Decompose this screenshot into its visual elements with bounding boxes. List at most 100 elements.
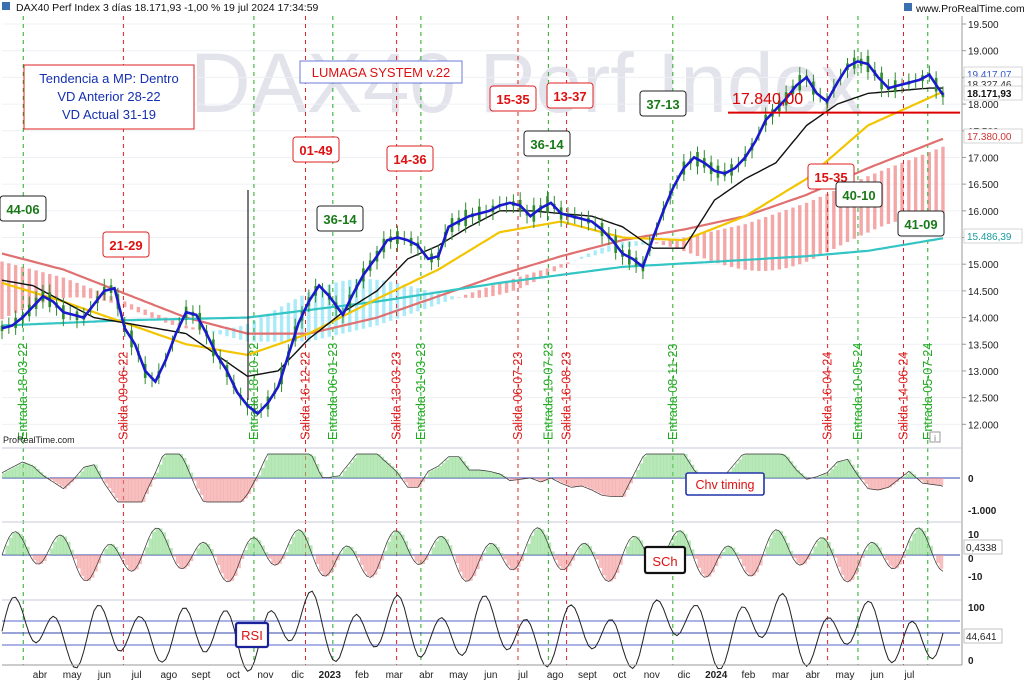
chv-timing-fill xyxy=(919,478,923,481)
chv-timing-fill xyxy=(206,478,211,502)
chv-timing-fill xyxy=(59,478,64,487)
sch-fill xyxy=(66,541,71,555)
signal-label: Entrada 06-01-23 xyxy=(326,343,340,440)
sch-fill xyxy=(796,555,801,564)
chv-timing-fill xyxy=(888,478,893,488)
chv-timing-fill xyxy=(63,478,68,489)
chv-timing-fill xyxy=(448,456,453,478)
cloud-down-segment xyxy=(457,297,461,298)
sch-fill xyxy=(632,536,637,555)
chv-timing-fill xyxy=(189,472,194,478)
chv-timing-fill xyxy=(434,467,439,478)
sch-fill xyxy=(414,555,419,562)
sch-fill xyxy=(162,532,166,555)
chv-timing-fill xyxy=(155,472,160,478)
cloud-down-segment xyxy=(804,202,809,262)
oscillator-value-tag xyxy=(963,628,1003,644)
chart-menu-icon[interactable] xyxy=(2,2,10,10)
sch-fill xyxy=(380,555,385,561)
sch-fill xyxy=(557,555,562,567)
sch-fill xyxy=(342,548,347,555)
cloud-down-segment xyxy=(838,187,843,246)
score-box-label: 21-29 xyxy=(109,238,142,253)
cloud-down-segment xyxy=(170,320,175,325)
chv-timing-fill xyxy=(111,478,115,494)
chv-timing-fill xyxy=(267,454,272,478)
chv-timing-fill xyxy=(775,454,780,478)
cloud-up-segment xyxy=(586,253,591,258)
sch-line xyxy=(1,527,944,583)
info-icon[interactable] xyxy=(929,431,941,443)
sch-fill xyxy=(247,542,252,555)
chv-timing-fill xyxy=(441,462,446,478)
chv-timing-fill xyxy=(799,473,804,478)
sch-fill xyxy=(196,548,201,555)
sch-fill xyxy=(530,535,535,555)
sch-fill xyxy=(209,549,214,555)
sch-fill xyxy=(850,555,855,580)
last-value-tag xyxy=(963,128,1023,144)
sch-fill xyxy=(155,528,160,555)
chv-timing-fill xyxy=(274,454,279,478)
chv-timing-fill xyxy=(465,465,470,478)
sch-fill xyxy=(891,555,896,569)
sch-fill xyxy=(462,555,466,579)
chv-timing-fill xyxy=(383,460,388,478)
score-box-label: 13-37 xyxy=(553,89,586,104)
sch-fill xyxy=(704,555,709,578)
chv-timing-fill xyxy=(291,454,296,478)
score-box-label: 15-35 xyxy=(496,92,529,107)
chv-timing-fill xyxy=(516,478,521,480)
sch-fill xyxy=(315,555,320,565)
chv-timing-fill xyxy=(216,478,221,502)
sch-fill xyxy=(561,555,565,570)
chv-timing-fill xyxy=(83,467,88,478)
chv-timing-fill xyxy=(615,478,620,497)
sch-fill xyxy=(673,535,678,555)
chv-timing-fill xyxy=(915,477,920,478)
last-value-tag xyxy=(963,228,1023,244)
sch-fill xyxy=(152,531,156,555)
sch-fill xyxy=(359,555,364,565)
sch-fill xyxy=(332,555,337,568)
prorealtime-logo-icon xyxy=(904,3,912,11)
sch-fill xyxy=(165,539,170,555)
x-tick-label: jun xyxy=(870,670,884,681)
last-value-label: 17.380,00 xyxy=(967,132,1012,143)
chv-timing-fill xyxy=(390,466,395,478)
sch-fill xyxy=(373,555,378,575)
sch-fill xyxy=(745,555,749,573)
sch-fill xyxy=(278,555,282,564)
cloud-up-segment xyxy=(218,330,222,335)
sch-fill xyxy=(441,536,446,555)
chv-timing-fill xyxy=(8,469,13,478)
chv-timing-fill xyxy=(857,475,862,478)
sch-fill xyxy=(5,545,10,555)
x-tick-label: nov xyxy=(257,670,273,681)
oscillator-tick-label: 0 xyxy=(968,474,974,485)
chv-timing-fill xyxy=(837,462,841,478)
website-label: www.ProRealTime.com xyxy=(915,3,1024,15)
cloud-down-segment xyxy=(736,225,741,269)
sch-fill xyxy=(455,555,460,564)
chv-timing-fill xyxy=(421,478,426,482)
sch-fill xyxy=(254,537,258,555)
sch-fill xyxy=(19,534,23,555)
chv-timing-fill xyxy=(564,478,569,485)
cloud-down-segment xyxy=(511,278,516,291)
sch-fill xyxy=(346,545,351,555)
cloud-down-segment xyxy=(668,239,672,247)
cloud-down-segment xyxy=(757,219,761,271)
sch-fill xyxy=(605,555,610,581)
x-tick-label: ago xyxy=(547,670,564,681)
cloud-down-segment xyxy=(498,282,502,295)
sch-fill xyxy=(179,555,183,568)
chv-timing-fill xyxy=(762,454,766,478)
sch-fill xyxy=(697,555,702,568)
y-tick-label: 14.500 xyxy=(968,287,999,298)
chv-timing-fill xyxy=(254,478,258,482)
sch-fill xyxy=(694,555,698,559)
cloud-down-segment xyxy=(695,234,700,256)
sch-fill xyxy=(250,538,255,555)
sch-fill xyxy=(489,543,494,555)
